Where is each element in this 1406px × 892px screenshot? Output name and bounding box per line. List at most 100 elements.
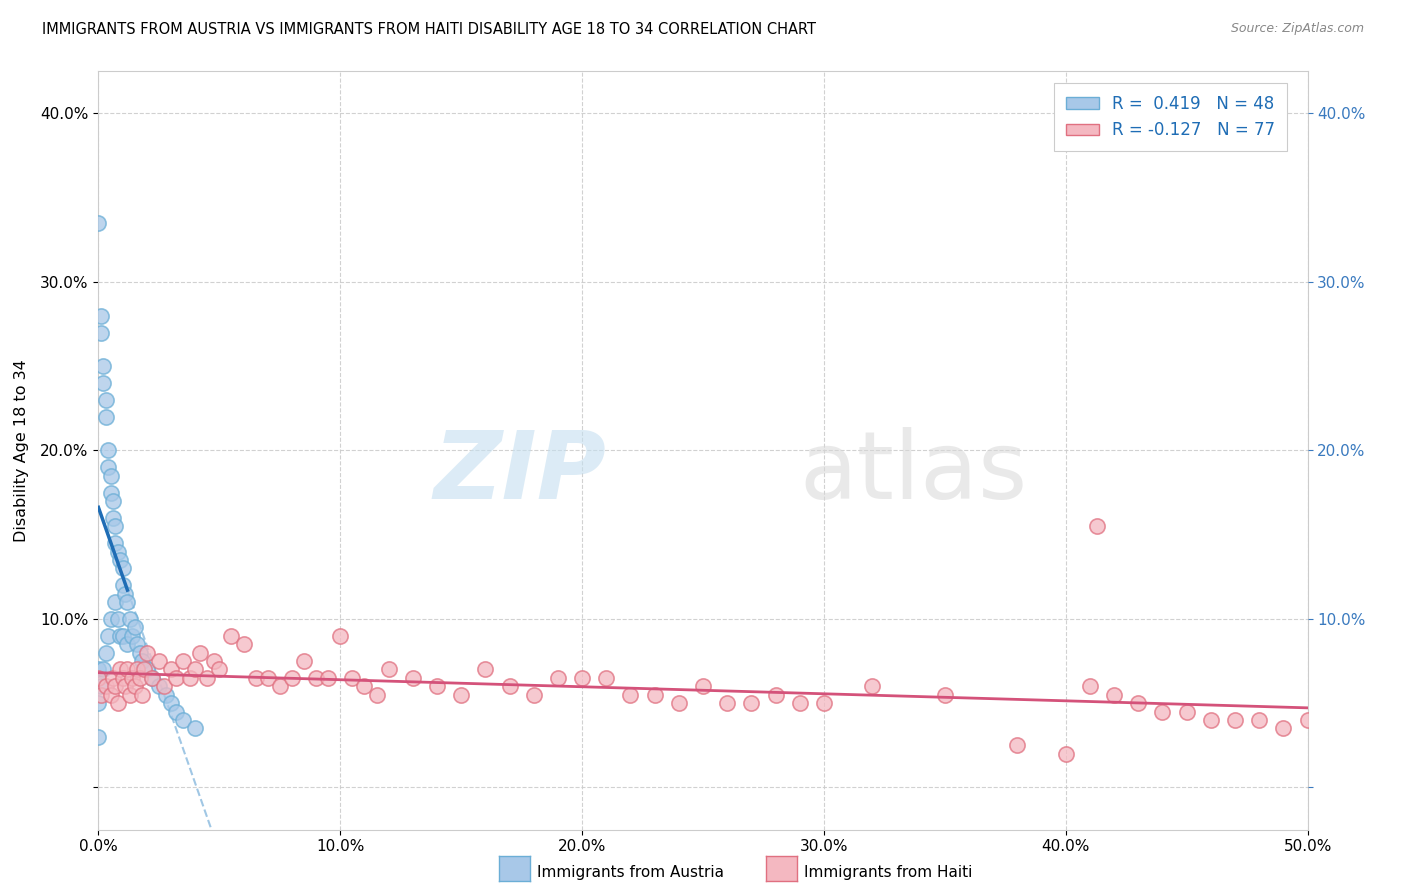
Point — [1128, 696, 1150, 710]
Point — [100, 612, 122, 626]
Point — [179, 671, 201, 685]
Point — [101, 511, 124, 525]
Point — [644, 688, 666, 702]
Point — [450, 688, 472, 702]
Point — [498, 679, 520, 693]
Point — [131, 654, 153, 668]
Point — [87, 696, 110, 710]
Point — [127, 637, 149, 651]
Point — [148, 679, 170, 693]
Point — [97, 629, 120, 643]
Legend: R =  0.419   N = 48, R = -0.127   N = 77: R = 0.419 N = 48, R = -0.127 N = 77 — [1054, 84, 1286, 151]
Point — [789, 696, 811, 710]
Point — [135, 663, 157, 677]
Point — [765, 688, 787, 702]
Point — [329, 629, 352, 643]
Point — [107, 612, 129, 626]
Point — [160, 696, 183, 710]
Point — [208, 663, 231, 677]
Point — [87, 671, 110, 685]
Point — [232, 637, 254, 651]
Point — [165, 671, 187, 685]
Point — [118, 612, 141, 626]
Point — [107, 696, 129, 710]
Point — [1007, 739, 1029, 753]
Point — [100, 688, 122, 702]
Point — [366, 688, 388, 702]
Point — [934, 688, 956, 702]
Point — [87, 663, 110, 677]
Point — [124, 620, 146, 634]
Point — [90, 688, 112, 702]
Point — [94, 679, 117, 693]
Point — [1152, 705, 1174, 719]
Point — [860, 679, 883, 693]
Point — [100, 485, 122, 500]
Point — [172, 713, 194, 727]
Point — [165, 705, 187, 719]
Point — [87, 216, 110, 230]
Point — [740, 696, 762, 710]
Point — [124, 679, 146, 693]
Point — [292, 654, 315, 668]
Point — [94, 646, 117, 660]
Point — [152, 679, 174, 693]
Point — [1296, 713, 1319, 727]
Point — [135, 646, 157, 660]
Point — [160, 663, 183, 677]
Point — [523, 688, 546, 702]
Point — [100, 468, 122, 483]
Point — [141, 671, 163, 685]
Point — [148, 654, 170, 668]
Point — [1175, 705, 1198, 719]
Point — [1078, 679, 1101, 693]
Point — [716, 696, 738, 710]
Point — [131, 688, 153, 702]
Point — [90, 309, 112, 323]
Text: atlas: atlas — [800, 427, 1028, 519]
Point — [305, 671, 328, 685]
Point — [316, 671, 339, 685]
Text: Immigrants from Haiti: Immigrants from Haiti — [804, 865, 973, 880]
Point — [101, 494, 124, 508]
Point — [91, 376, 114, 390]
Point — [117, 637, 139, 651]
Point — [619, 688, 641, 702]
Point — [342, 671, 364, 685]
Point — [127, 663, 149, 677]
Point — [104, 519, 127, 533]
Point — [195, 671, 218, 685]
Point — [117, 595, 139, 609]
Point — [111, 561, 134, 575]
Point — [90, 326, 112, 340]
Point — [269, 679, 291, 693]
Point — [692, 679, 714, 693]
Point — [245, 671, 267, 685]
Point — [172, 654, 194, 668]
Point — [595, 671, 617, 685]
Point — [571, 671, 593, 685]
Text: ZIP: ZIP — [433, 427, 606, 519]
Point — [1249, 713, 1271, 727]
Point — [547, 671, 569, 685]
Point — [204, 654, 226, 668]
Point — [108, 663, 131, 677]
Point — [1085, 519, 1108, 533]
Point — [1102, 688, 1125, 702]
Point — [94, 392, 117, 407]
Point — [184, 663, 207, 677]
Point — [184, 722, 207, 736]
Point — [104, 595, 127, 609]
Point — [108, 553, 131, 567]
Point — [114, 679, 136, 693]
Point — [1223, 713, 1246, 727]
Point — [426, 679, 449, 693]
Text: IMMIGRANTS FROM AUSTRIA VS IMMIGRANTS FROM HAITI DISABILITY AGE 18 TO 34 CORRELA: IMMIGRANTS FROM AUSTRIA VS IMMIGRANTS FR… — [42, 22, 815, 37]
Point — [141, 671, 163, 685]
Point — [474, 663, 496, 677]
Point — [111, 578, 134, 592]
Point — [104, 679, 127, 693]
Point — [94, 409, 117, 424]
Point — [111, 671, 134, 685]
Text: Source: ZipAtlas.com: Source: ZipAtlas.com — [1230, 22, 1364, 36]
